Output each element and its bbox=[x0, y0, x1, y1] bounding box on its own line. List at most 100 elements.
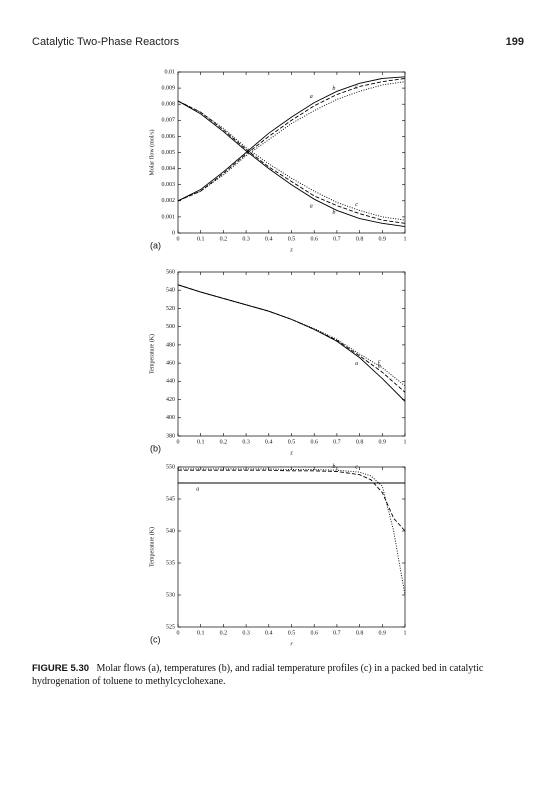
series-label: b bbox=[332, 464, 335, 470]
series-line bbox=[177, 100, 406, 224]
figure: 0 0.1 0.2 0.3 0.4 0.5 0.6 0.7 0.8 0.9 1 0 0.001 0.002… bbox=[148, 69, 407, 647]
x-tick-label: 0.6 bbox=[310, 236, 318, 242]
x-tick-label: 0 bbox=[177, 630, 180, 636]
series-label: c bbox=[355, 464, 358, 470]
y-tick-label: 420 bbox=[166, 397, 175, 403]
plot-frame bbox=[177, 466, 406, 628]
series-line bbox=[177, 76, 406, 202]
x-tick-label: 0.8 bbox=[356, 630, 364, 636]
panel-label: (b) bbox=[150, 443, 161, 453]
y-tick-label: 0.009 bbox=[162, 85, 176, 91]
y-tick-label: 525 bbox=[166, 624, 175, 630]
y-tick-label: 480 bbox=[166, 342, 175, 348]
x-tick-label: 0.6 bbox=[310, 630, 318, 636]
x-axis-label: r bbox=[290, 641, 293, 647]
x-tick-label: 0.1 bbox=[197, 630, 205, 636]
x-tick-label: 0.2 bbox=[220, 236, 228, 242]
y-tick-label: 535 bbox=[166, 560, 175, 566]
x-tick-label: 0.6 bbox=[310, 439, 318, 445]
y-tick-label: 460 bbox=[166, 360, 175, 366]
series-line bbox=[177, 81, 406, 202]
series-label: a bbox=[310, 94, 313, 100]
x-tick-label: 0.5 bbox=[288, 439, 296, 445]
plot-frame bbox=[177, 71, 406, 234]
x-tick-label: 0.9 bbox=[379, 630, 387, 636]
series-label: c bbox=[355, 202, 358, 208]
series-line bbox=[177, 284, 406, 393]
y-tick-label: 0.005 bbox=[162, 150, 176, 156]
series-line bbox=[177, 284, 406, 402]
caption: FIGURE 5.30 Molar flows (a), temperature… bbox=[32, 662, 524, 688]
x-tick-label: 0 bbox=[177, 439, 180, 445]
series-label: c bbox=[355, 85, 358, 91]
series-label: a bbox=[355, 361, 358, 367]
y-tick-label: 545 bbox=[166, 496, 175, 502]
y-tick-label: 550 bbox=[166, 464, 175, 470]
series-line bbox=[177, 100, 406, 228]
y-tick-label: 540 bbox=[166, 528, 175, 534]
series-label: b bbox=[378, 364, 381, 370]
x-tick-label: 0.5 bbox=[288, 236, 296, 242]
x-tick-label: 0.7 bbox=[333, 630, 341, 636]
series-line bbox=[177, 100, 406, 221]
y-axis-label: Temperature (K) bbox=[148, 527, 155, 567]
x-tick-label: 0.4 bbox=[265, 630, 273, 636]
y-tick-label: 540 bbox=[166, 288, 175, 294]
caption-label: FIGURE 5.30 bbox=[32, 663, 90, 674]
x-tick-label: 0.9 bbox=[379, 236, 387, 242]
x-axis-label: z bbox=[289, 450, 293, 456]
x-tick-label: 0.7 bbox=[333, 236, 341, 242]
x-tick-label: 0.9 bbox=[379, 439, 387, 445]
y-tick-label: 560 bbox=[166, 269, 175, 275]
page-number: 199 bbox=[505, 36, 524, 48]
series-line bbox=[178, 469, 406, 532]
x-tick-label: 0.4 bbox=[265, 236, 273, 242]
y-axis-label: Temperature (K) bbox=[148, 334, 155, 374]
x-tick-label: 1 bbox=[404, 630, 407, 636]
y-tick-label: 440 bbox=[166, 379, 175, 385]
y-tick-label: 0.006 bbox=[162, 134, 176, 140]
y-tick-label: 0.007 bbox=[162, 118, 176, 124]
y-tick-label: 380 bbox=[166, 433, 175, 439]
x-tick-label: 0.4 bbox=[265, 439, 273, 445]
plot-frame bbox=[177, 271, 406, 437]
y-tick-label: 500 bbox=[166, 324, 175, 330]
x-tick-label: 0.1 bbox=[197, 439, 205, 445]
panel-label: (a) bbox=[150, 240, 161, 250]
series-label: b bbox=[332, 210, 335, 216]
x-tick-label: 0.7 bbox=[333, 439, 341, 445]
x-tick-label: 0.1 bbox=[197, 236, 205, 242]
x-tick-label: 0.5 bbox=[288, 630, 296, 636]
x-tick-label: 0.2 bbox=[220, 630, 228, 636]
series-line bbox=[177, 284, 406, 387]
x-tick-label: 0.3 bbox=[242, 630, 250, 636]
running-head: Catalytic Two-Phase Reactors bbox=[32, 36, 180, 48]
y-tick-label: 0.004 bbox=[162, 166, 176, 172]
series-label: a bbox=[310, 204, 313, 210]
caption-text: Molar flows (a), temperatures (b), and r… bbox=[32, 663, 484, 687]
series-line bbox=[177, 77, 406, 202]
y-tick-label: 0.002 bbox=[162, 198, 176, 204]
y-tick-label: 0.001 bbox=[162, 214, 176, 220]
y-tick-label: 0 bbox=[172, 230, 175, 236]
x-tick-label: 0.3 bbox=[242, 236, 250, 242]
y-tick-label: 530 bbox=[166, 592, 175, 598]
y-tick-label: 0.008 bbox=[162, 102, 176, 108]
x-tick-label: 0.3 bbox=[242, 439, 250, 445]
x-tick-label: 0.2 bbox=[220, 439, 228, 445]
x-axis-label: z bbox=[289, 247, 293, 253]
panel-label: (c) bbox=[150, 634, 161, 644]
series-line bbox=[178, 468, 406, 596]
series-label: a bbox=[196, 486, 199, 492]
series-label: c bbox=[378, 359, 381, 365]
x-tick-label: 0.8 bbox=[356, 439, 364, 445]
x-tick-label: 1 bbox=[404, 439, 407, 445]
y-tick-label: 400 bbox=[166, 415, 175, 421]
x-tick-label: 0.8 bbox=[356, 236, 364, 242]
y-tick-label: 0.01 bbox=[165, 69, 176, 75]
y-tick-label: 0.003 bbox=[162, 182, 176, 188]
x-tick-label: 0 bbox=[177, 236, 180, 242]
y-axis-label: Molar flow (mol/s) bbox=[148, 130, 155, 176]
y-tick-label: 520 bbox=[166, 306, 175, 312]
